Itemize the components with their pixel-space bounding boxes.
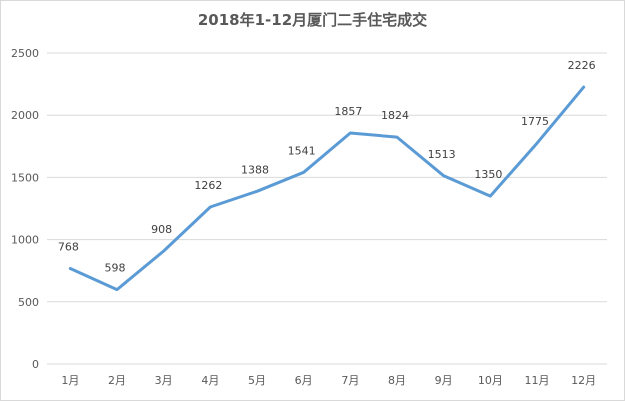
x-tick-label: 3月 (155, 374, 173, 387)
data-label: 1262 (194, 179, 222, 192)
y-tick-label: 2000 (11, 109, 39, 122)
x-tick-label: 9月 (435, 374, 453, 387)
x-tick-label: 12月 (571, 374, 596, 387)
x-tick-label: 6月 (295, 374, 313, 387)
data-label: 908 (151, 223, 172, 236)
data-label: 768 (58, 240, 79, 253)
x-tick-label: 5月 (248, 374, 266, 387)
y-tick-label: 2500 (11, 47, 39, 60)
y-tick-label: 1500 (11, 171, 39, 184)
data-label: 1350 (474, 168, 502, 181)
x-tick-label: 11月 (525, 374, 550, 387)
data-label: 1775 (521, 115, 549, 128)
x-tick-label: 2月 (108, 374, 126, 387)
data-label: 2226 (568, 59, 596, 72)
data-line (68, 85, 586, 292)
x-tick-label: 10月 (478, 374, 503, 387)
y-tick-label: 1000 (11, 234, 39, 247)
x-tick-label: 8月 (388, 374, 406, 387)
data-label: 1513 (428, 148, 456, 161)
y-tick-label: 0 (32, 358, 39, 371)
data-label: 1824 (381, 109, 409, 122)
x-tick-label: 1月 (61, 374, 79, 387)
data-label: 1388 (241, 163, 269, 176)
y-tick-label: 500 (18, 296, 39, 309)
x-tick-label: 4月 (201, 374, 219, 387)
data-label: 1857 (334, 105, 362, 118)
chart-title: 2018年1-12月厦门二手住宅成交 (197, 11, 428, 29)
data-label: 1541 (288, 144, 316, 157)
x-tick-label: 7月 (341, 374, 359, 387)
data-label: 598 (105, 262, 126, 275)
